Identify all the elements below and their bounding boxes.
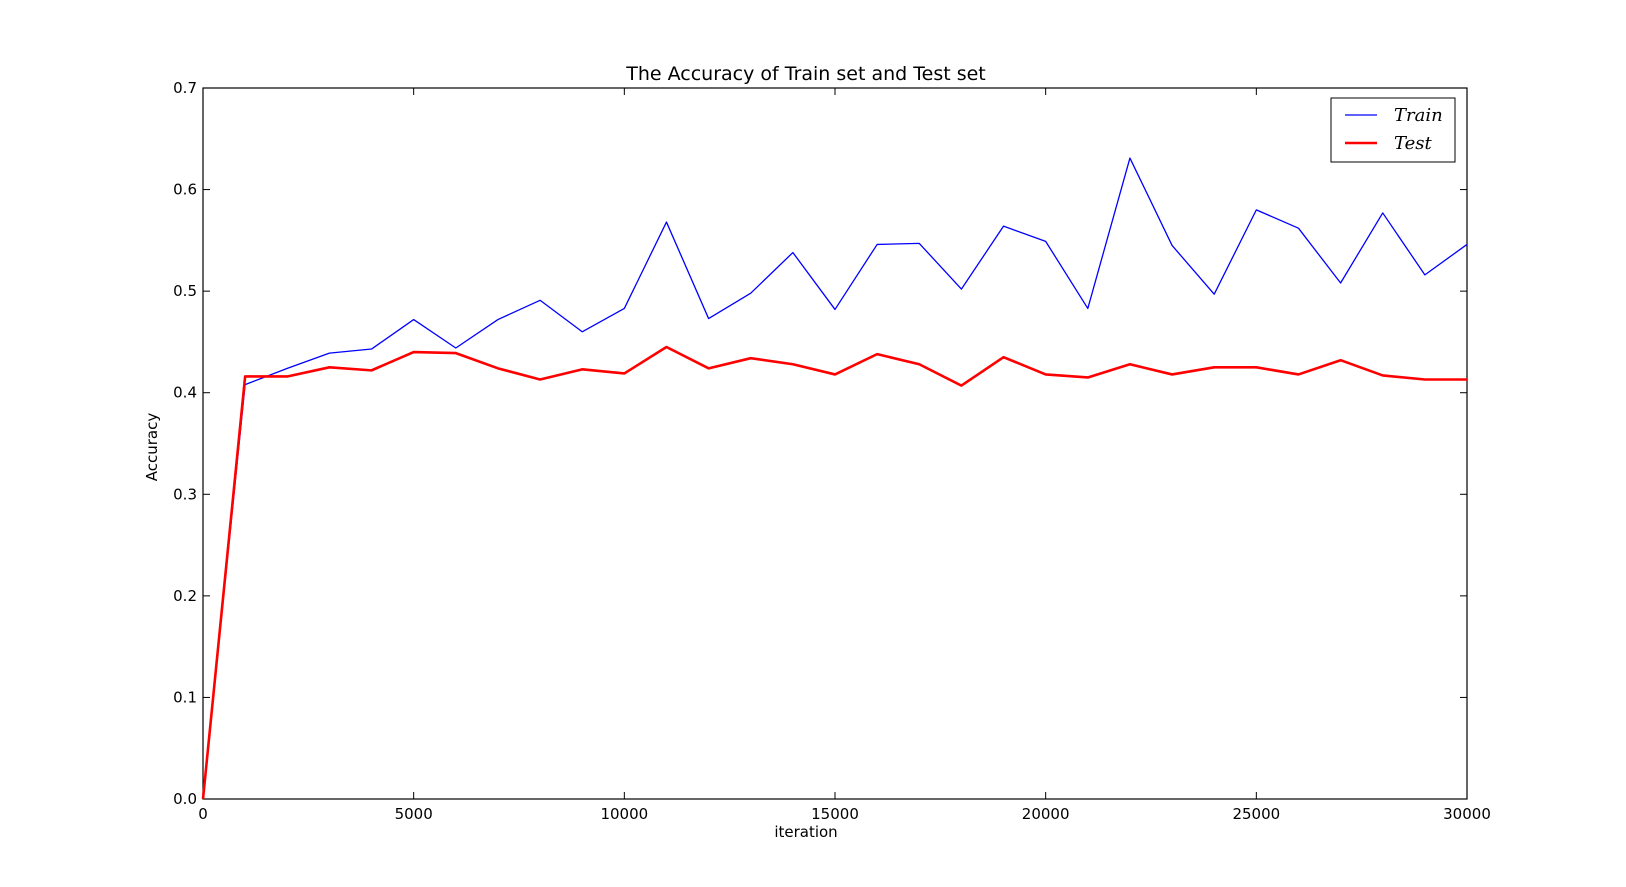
legend: Train Test xyxy=(1330,97,1456,163)
y-tick-label: 0.4 xyxy=(173,384,197,402)
series-layer xyxy=(201,157,1468,800)
x-tick-label: 25000 xyxy=(1232,805,1280,823)
series-line-train xyxy=(202,157,1468,800)
legend-box xyxy=(1330,97,1456,163)
y-tick-label: 0.2 xyxy=(173,587,197,605)
y-axis-title: Accuracy xyxy=(143,413,161,482)
y-tick-label: 0.5 xyxy=(173,282,197,300)
y-tick-label: 0.0 xyxy=(173,790,197,808)
x-axis: 0 5000 10000 15000 20000 25000 30000 xyxy=(198,88,1491,823)
x-axis-title: iteration xyxy=(774,823,837,841)
y-tick-label: 0.7 xyxy=(173,79,197,97)
x-tick-label: 15000 xyxy=(811,805,859,823)
legend-label-test: Test xyxy=(1394,133,1432,154)
x-tick-label: 20000 xyxy=(1022,805,1070,823)
x-tick-label: 5000 xyxy=(395,805,433,823)
y-tick-label: 0.6 xyxy=(173,181,197,199)
y-tick-label: 0.3 xyxy=(173,485,197,503)
x-tick-label: 0 xyxy=(198,805,208,823)
chart-title: The Accuracy of Train set and Test set xyxy=(625,63,986,85)
plot-frame xyxy=(202,87,1468,800)
x-tick-label: 30000 xyxy=(1443,805,1491,823)
series-line-test xyxy=(201,345,1467,800)
x-tick-label: 10000 xyxy=(600,805,648,823)
legend-label-train: Train xyxy=(1394,105,1443,126)
y-tick-label: 0.1 xyxy=(173,688,197,706)
y-axis: 0.0 0.1 0.2 0.3 0.4 0.5 0.6 0.7 xyxy=(173,79,1467,808)
plot-area xyxy=(202,87,1468,800)
